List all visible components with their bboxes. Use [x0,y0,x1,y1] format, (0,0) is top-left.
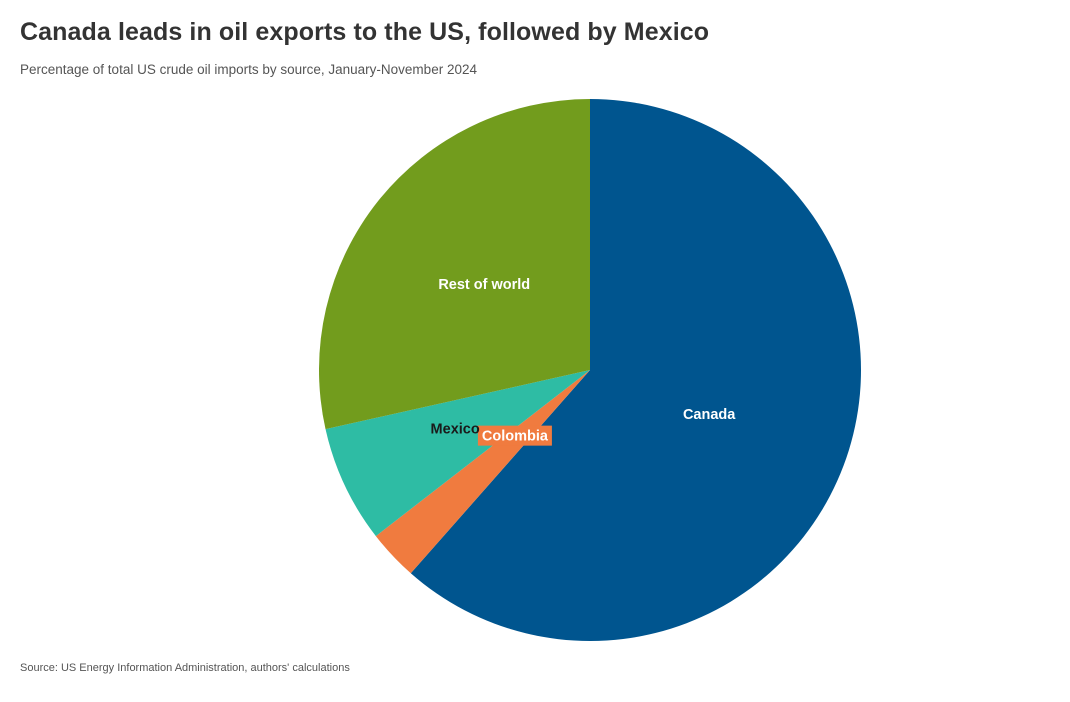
chart-subtitle: Percentage of total US crude oil imports… [20,62,477,77]
label-bg-colombia [477,425,552,446]
slice-label-colombia: Colombia [482,428,549,444]
slice-label-rest-of-world: Rest of world [438,277,530,293]
slice-canada [410,99,862,641]
source-note: Source: US Energy Information Administra… [20,662,350,674]
slice-mexico [325,370,590,537]
slice-colombia [375,370,590,574]
slice-label-mexico: Mexico [431,421,480,437]
slice-label-canada: Canada [683,407,736,423]
chart-title: Canada leads in oil exports to the US, f… [20,18,710,46]
pie-slices [319,99,862,641]
slice-rest-of-world [319,99,590,430]
